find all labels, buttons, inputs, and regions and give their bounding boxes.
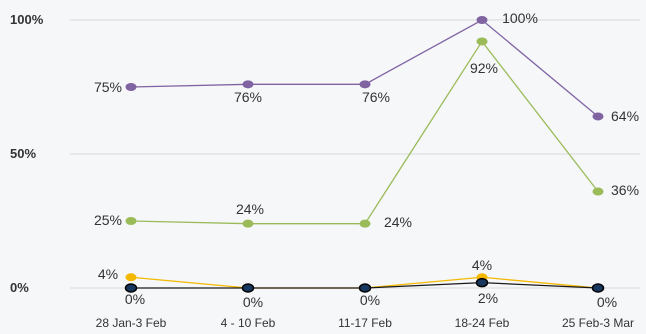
data-point [592,112,604,121]
data-label: 0% [360,292,380,308]
data-label: 100% [502,10,538,26]
x-tick-label: 11-17 Feb [338,316,392,330]
data-label: 36% [611,182,639,198]
data-label: 24% [384,214,412,230]
x-tick-label: 4 - 10 Feb [221,316,276,330]
data-point [592,187,604,196]
x-tick-label: 18-24 Feb [455,316,510,330]
data-point [125,217,137,225]
data-point [125,83,137,91]
x-tick-label: 25 Feb-3 Mar [562,316,634,330]
x-tick-label: 28 Jan-3 Feb [96,316,167,330]
data-point [475,277,489,288]
data-point [124,283,138,293]
data-label: 0% [243,294,263,310]
data-label: 92% [470,60,498,76]
y-tick-label: 0% [10,280,29,295]
data-label: 25% [94,212,122,228]
data-label: 24% [236,201,264,217]
data-label: 0% [597,294,617,310]
data-point [359,80,371,89]
data-label: 76% [362,89,390,105]
data-point [241,283,255,293]
data-label: 4% [98,266,118,282]
data-label: 4% [472,257,492,273]
data-label: 2% [478,290,498,306]
data-label: 75% [94,79,122,95]
data-point [358,283,372,293]
data-point [242,80,254,89]
series-line [130,40,599,225]
data-point [476,16,488,24]
data-label: 0% [125,291,145,307]
data-label: 64% [611,108,639,124]
data-label: 76% [234,89,262,105]
y-tick-label: 50% [10,146,36,161]
data-point [476,37,488,46]
data-point [359,219,371,228]
y-tick-label: 100% [10,12,44,27]
data-point [125,273,137,282]
data-point [242,219,254,228]
data-point [591,283,605,293]
